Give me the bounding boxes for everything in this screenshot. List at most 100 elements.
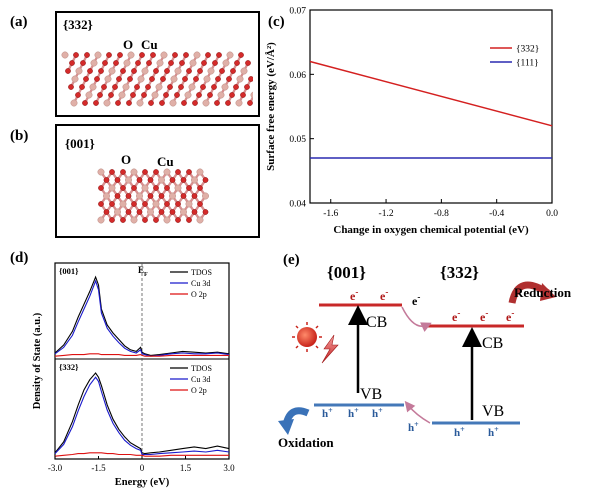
cu-atom <box>160 51 168 59</box>
o-atom <box>146 60 152 66</box>
o-atom <box>164 68 170 74</box>
o-atom <box>93 100 99 106</box>
y-axis-label: Density of State (a.u.) <box>32 312 43 409</box>
cu-atom <box>170 75 178 83</box>
panel-a-label: (a) <box>10 14 28 30</box>
atom-o-label: O <box>123 37 134 52</box>
cu-atom <box>119 200 127 208</box>
o-atom <box>215 76 221 82</box>
o-atom <box>180 177 187 183</box>
o-atom <box>164 185 170 191</box>
o-atom <box>136 209 143 215</box>
o-atom <box>69 60 75 66</box>
cu-atom <box>185 200 193 208</box>
cu-atom <box>180 208 187 216</box>
cu-atom <box>71 75 79 83</box>
o-atom <box>125 209 132 215</box>
o-atom <box>65 68 71 74</box>
x-tick-label: -0.4 <box>489 209 504 219</box>
cu-atom <box>75 67 83 75</box>
o-atom <box>192 100 198 106</box>
cu-atom <box>70 99 78 107</box>
o-atom <box>131 201 137 207</box>
x-axis-label: Change in oxygen chemical potential (eV) <box>333 224 529 236</box>
dos-line-o2p <box>54 353 229 357</box>
cu-atom <box>189 59 197 67</box>
cu-atom <box>226 51 234 59</box>
cu-atom <box>169 99 177 107</box>
o-atom <box>183 52 189 58</box>
o-atom <box>229 92 235 98</box>
o-atom <box>160 76 166 82</box>
o-atom <box>153 68 159 74</box>
o-atom <box>207 92 213 98</box>
y-axis-label: Surface free energy (eV/Å²) <box>265 42 277 171</box>
o-atom <box>109 201 115 207</box>
subplot-facet-label: {001} <box>59 266 79 276</box>
oxidation-arrow-head <box>278 419 294 435</box>
o-atom <box>168 60 174 66</box>
cu-atom <box>147 208 154 216</box>
o-atom <box>79 84 85 90</box>
o-atom <box>126 100 132 106</box>
reduction-label: Reduction <box>514 285 572 300</box>
o-atom <box>102 60 108 66</box>
cu-atom <box>130 168 138 176</box>
facet-332-title: {332} <box>440 263 479 282</box>
panel-a-frame: {332} O Cu <box>55 11 260 117</box>
cu-atom <box>188 83 196 91</box>
o-atom <box>114 177 121 183</box>
o-atom <box>214 100 220 106</box>
o-atom <box>94 76 100 82</box>
panel-e-label: (e) <box>283 252 300 268</box>
legend-entry: O 2p <box>191 290 207 299</box>
x-tick-label: -3.0 <box>48 463 63 473</box>
cu-atom <box>85 91 93 99</box>
o-atom <box>179 60 185 66</box>
o-atom <box>167 84 173 90</box>
cu-atom <box>122 83 130 91</box>
o-atom <box>127 76 133 82</box>
legend-entry: O 2p <box>191 386 207 395</box>
dos-line-tdos <box>54 275 230 356</box>
o-atom <box>112 84 118 90</box>
x-tick-label: -1.5 <box>91 463 106 473</box>
o-atom <box>135 60 141 66</box>
o-atom <box>181 100 187 106</box>
band-diagram: {001} {332} e- e- e- e- e- e- CB CB Redu… <box>278 263 572 450</box>
cu-atom <box>108 67 116 75</box>
cu-atom <box>89 83 97 91</box>
o-atom <box>117 52 123 58</box>
y-tick-label: 0.07 <box>289 7 306 17</box>
o-atom <box>148 100 154 106</box>
o-atom <box>101 84 107 90</box>
cu-atom <box>222 59 230 67</box>
o-atom <box>87 68 93 74</box>
o-atom <box>200 84 206 90</box>
o-atom <box>145 84 151 90</box>
o-atom <box>142 217 148 223</box>
fermi-level-label: EF <box>138 265 148 278</box>
o-atom <box>103 209 110 215</box>
o-atom <box>153 169 159 175</box>
cu-atom <box>156 59 164 67</box>
legend-entry: {332} <box>516 45 539 55</box>
o-atom <box>141 92 147 98</box>
y-tick-label: 0.05 <box>289 135 306 145</box>
o-atom <box>211 84 217 90</box>
o-atom <box>240 92 246 98</box>
o-atom <box>191 209 198 215</box>
o-atom <box>159 100 165 106</box>
cu-atom <box>207 67 215 75</box>
o-atom <box>248 76 253 82</box>
o-atom <box>175 217 181 223</box>
cb-label-001: CB <box>366 314 387 331</box>
cu-atom <box>250 91 253 99</box>
o-atom <box>120 169 126 175</box>
cu-atom <box>203 75 211 83</box>
hole-transfer-label: h+ <box>408 420 419 434</box>
surface-energy-chart: -1.6 -1.2 -0.8 -0.4 0.0 0.04 0.05 0.06 0.07 {332}… <box>265 7 558 237</box>
vb-label-001: VB <box>360 386 382 403</box>
cu-atom <box>202 192 209 200</box>
o-atom <box>125 193 132 199</box>
